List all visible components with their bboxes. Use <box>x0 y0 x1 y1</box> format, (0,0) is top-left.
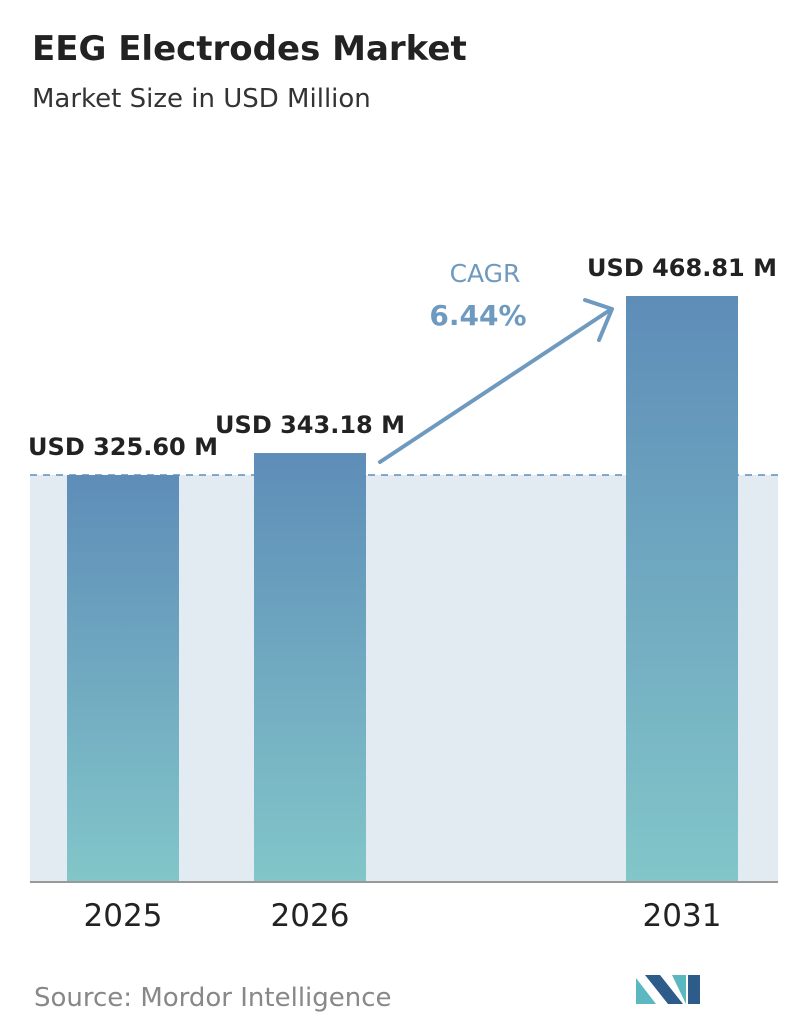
logo <box>636 975 700 1004</box>
logo-part <box>672 975 686 1004</box>
value-label: USD 343.18 M <box>215 411 405 439</box>
arrow-line <box>378 308 612 464</box>
logo-part <box>645 975 683 1004</box>
value-label: USD 468.81 M <box>587 254 777 282</box>
x-tick-label: 2031 <box>643 898 722 934</box>
cagr-label: CAGR <box>450 259 521 288</box>
cagr-value: 6.44% <box>429 299 526 332</box>
x-tick-label: 2026 <box>271 898 350 934</box>
bar <box>254 453 366 882</box>
plot-area: USD 325.60 M 2025 USD 343.18 M 2026 USD 468.… <box>28 254 780 934</box>
bar <box>67 475 179 882</box>
chart-subtitle: Market Size in USD Million <box>32 84 371 114</box>
x-tick-label: 2025 <box>84 898 163 934</box>
logo-part <box>636 978 656 1004</box>
arrow-head <box>583 298 614 342</box>
value-label: USD 325.60 M <box>28 433 218 461</box>
logo-part <box>688 975 700 1004</box>
source: Source: Mordor Intelligence <box>34 983 392 1013</box>
cagr-arrow <box>378 298 614 464</box>
bar <box>626 296 738 882</box>
chart-title: EEG Electrodes Market <box>32 29 467 69</box>
